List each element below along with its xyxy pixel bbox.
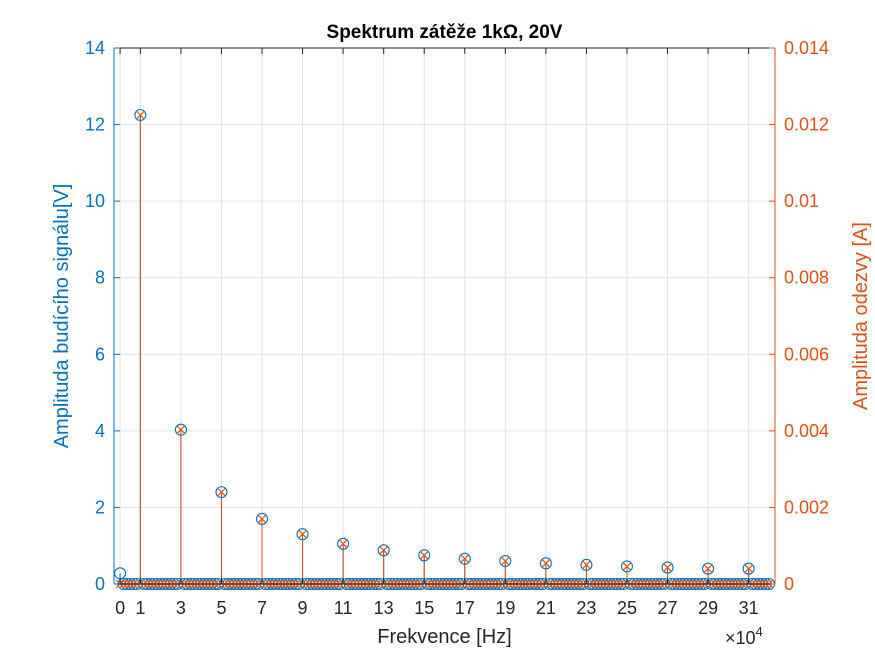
ticks: 0 1 3 5 7 9 11 13 15 17 19 21 23 25 27 29 31024681012140… bbox=[85, 38, 829, 618]
x-tick-label: 15 bbox=[414, 598, 434, 618]
data-point-right bbox=[500, 556, 510, 566]
x-tick-label: 17 bbox=[455, 598, 475, 618]
data-point-right bbox=[298, 529, 307, 539]
data-point-right bbox=[176, 425, 186, 435]
data-point-right bbox=[338, 539, 348, 549]
data-point-left bbox=[458, 552, 471, 565]
y-left-tick-label: 0 bbox=[95, 574, 105, 594]
data-point-left bbox=[580, 558, 593, 571]
data-point-left bbox=[620, 560, 634, 573]
x-tick-label: 27 bbox=[658, 598, 678, 618]
data-point-right bbox=[703, 564, 713, 574]
y-right-tick-label: 0.002 bbox=[784, 497, 829, 517]
data-point-left bbox=[296, 528, 309, 541]
data-point-left bbox=[174, 423, 187, 436]
data-point-right bbox=[663, 563, 672, 572]
x-axis-label: Frekvence [Hz] bbox=[377, 626, 511, 648]
x-tick-label: 21 bbox=[536, 598, 556, 618]
data-point-left bbox=[337, 537, 350, 550]
x-tick-label: 13 bbox=[374, 598, 394, 618]
x-tick-label: 25 bbox=[617, 598, 637, 618]
data-point-left bbox=[255, 512, 269, 525]
y-right-tick-label: 0.008 bbox=[784, 268, 829, 288]
x-tick-label: 5 bbox=[216, 598, 226, 618]
chart-title: Spektrum zátěže 1kΩ, 20V bbox=[327, 22, 563, 43]
x-tick-label: 9 bbox=[298, 598, 308, 618]
x-axis-exponent: ×104 bbox=[725, 624, 763, 648]
data-point-right bbox=[582, 560, 591, 570]
markers bbox=[114, 108, 776, 590]
data-point-right bbox=[460, 554, 470, 564]
x-tick-label: 7 bbox=[257, 598, 267, 618]
y-left-tick-label: 10 bbox=[85, 191, 105, 211]
data-point-right bbox=[622, 561, 632, 571]
data-point-right bbox=[744, 564, 754, 574]
grid bbox=[114, 47, 775, 585]
data-point-right bbox=[217, 487, 226, 497]
data-point-left bbox=[215, 486, 228, 499]
x-axis-exponent-power: 4 bbox=[756, 624, 763, 639]
data-point-left bbox=[418, 549, 431, 562]
x-tick-label: 3 bbox=[176, 598, 186, 618]
data-point-left bbox=[539, 557, 552, 570]
y-right-tick-label: 0.01 bbox=[784, 191, 819, 211]
y-left-tick-label: 12 bbox=[85, 115, 105, 135]
stems bbox=[119, 115, 750, 584]
data-point-left bbox=[661, 561, 674, 574]
y-left-tick-label: 8 bbox=[95, 268, 105, 288]
x-tick-label: 23 bbox=[576, 598, 596, 618]
y-right-tick-label: 0.014 bbox=[784, 38, 829, 58]
y-right-tick-label: 0.012 bbox=[784, 115, 829, 135]
data-point-left bbox=[702, 562, 715, 575]
plot-frame bbox=[114, 48, 775, 584]
data-point-right bbox=[419, 550, 429, 560]
y-right-axis-label: Amplituda odezvy [A] bbox=[850, 222, 872, 410]
y-left-tick-label: 14 bbox=[85, 38, 105, 58]
data-point-right bbox=[379, 545, 389, 555]
x-tick-label: 29 bbox=[698, 598, 718, 618]
data-point-left bbox=[499, 554, 512, 568]
data-point-left bbox=[742, 562, 755, 575]
y-right-tick-label: 0.004 bbox=[784, 421, 829, 441]
y-right-tick-label: 0.006 bbox=[784, 344, 829, 364]
x-tick-label: 1 bbox=[135, 598, 145, 618]
data-point-right bbox=[541, 558, 551, 568]
x-tick-label: 19 bbox=[495, 598, 515, 618]
data-point-right bbox=[135, 110, 145, 120]
x-axis-exponent-base: ×10 bbox=[725, 628, 756, 648]
y-left-tick-label: 6 bbox=[95, 344, 105, 364]
data-point-left bbox=[134, 108, 147, 122]
y-left-axis-label: Amplituda budícího signálu[V] bbox=[51, 184, 73, 449]
y-left-tick-label: 2 bbox=[95, 497, 105, 517]
y-right-tick-label: 0 bbox=[784, 574, 794, 594]
data-point-left bbox=[377, 544, 390, 557]
x-tick-label: 0 bbox=[115, 598, 125, 618]
x-tick-label: 31 bbox=[739, 598, 759, 618]
x-tick-label: 11 bbox=[334, 598, 353, 618]
y-left-tick-label: 4 bbox=[95, 421, 105, 441]
data-point-right bbox=[257, 514, 267, 524]
